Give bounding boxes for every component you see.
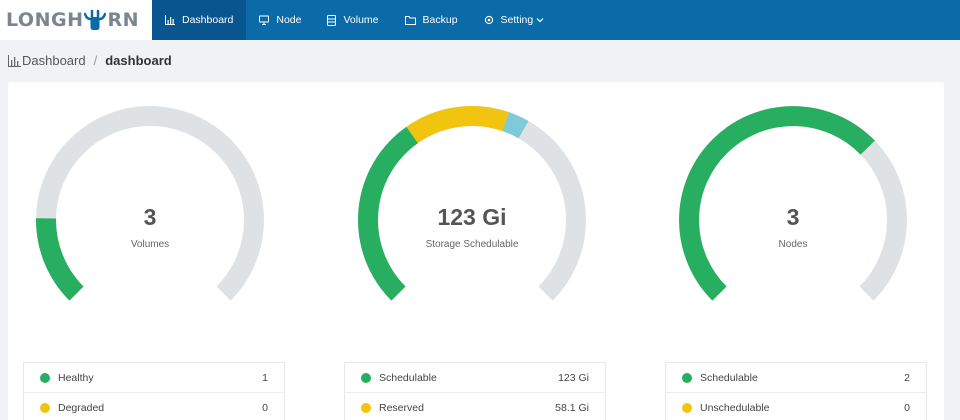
breadcrumb-current: dashboard <box>105 53 172 68</box>
status-dot <box>40 402 50 413</box>
gauge-segment-green <box>358 126 419 301</box>
legend-name: Healthy <box>58 371 94 384</box>
gauge-svg <box>36 106 264 301</box>
legend-row[interactable]: Schedulable 123 Gi <box>345 363 605 393</box>
legend-name: Schedulable <box>700 371 758 384</box>
legend-volumes: Healthy 1 Degraded 0 <box>23 362 285 420</box>
status-dot <box>682 402 692 413</box>
legend-name: Reserved <box>379 401 424 414</box>
gauge-label: Nodes <box>778 239 808 250</box>
nav-node[interactable]: Node <box>246 0 314 40</box>
nav-backup[interactable]: Backup <box>392 0 471 40</box>
database-icon <box>327 14 337 26</box>
gauge-value: 123 Gi <box>437 204 507 230</box>
nav-setting-label: Setting <box>500 14 534 26</box>
dashboard-card: 3 Volumes 123 Gi Storage Schedulable 3 N… <box>8 82 944 420</box>
status-dot <box>361 372 371 383</box>
gauge-value: 3 <box>143 204 157 230</box>
legend-storage: Schedulable 123 Gi Reserved 58.1 Gi <box>344 362 606 420</box>
nav-backup-label: Backup <box>422 14 458 26</box>
gauge-value: 3 <box>786 204 800 230</box>
gauge-volumes[interactable]: 3 Volumes <box>15 100 285 330</box>
gauge-svg <box>358 106 586 301</box>
status-dot <box>682 372 692 383</box>
gear-icon <box>484 15 493 25</box>
nav-node-label: Node <box>276 14 302 26</box>
status-dot <box>40 372 50 383</box>
logo-text-right: RN <box>107 9 140 31</box>
legend-value: 2 <box>904 371 910 384</box>
legend-row[interactable]: Unschedulable 0 <box>666 393 926 420</box>
legend-row[interactable]: Reserved 58.1 Gi <box>345 393 605 420</box>
gauge-label: Volumes <box>130 239 170 250</box>
gauge-segment-green <box>36 218 84 301</box>
nav-dashboard[interactable]: Dashboard <box>152 0 247 40</box>
longhorn-logo[interactable]: LONGH RN <box>0 0 152 40</box>
breadcrumb-separator: / <box>93 53 98 68</box>
top-navbar: LONGH RN Dashboard Node <box>0 0 960 40</box>
bar-chart-icon <box>165 15 175 25</box>
horn-icon <box>84 7 107 33</box>
gauge-segment-yellow <box>406 106 509 144</box>
breadcrumb-root[interactable]: Dashboard <box>22 53 86 68</box>
legend-value: 58.1 Gi <box>555 401 589 414</box>
nav-dashboard-label: Dashboard <box>182 14 234 26</box>
legend-row[interactable]: Degraded 0 <box>24 393 284 420</box>
gauge-label: Storage Schedulable <box>425 239 519 250</box>
legend-row[interactable]: Healthy 1 <box>24 363 284 393</box>
main-nav: Dashboard Node Volume Backup <box>152 0 557 40</box>
bar-chart-icon <box>8 54 21 67</box>
gauge-segment-cyan <box>502 112 529 139</box>
nav-volume-label: Volume <box>343 14 379 26</box>
nav-volume[interactable]: Volume <box>314 0 391 40</box>
status-dot <box>361 402 371 413</box>
legend-name: Unschedulable <box>700 401 770 414</box>
legend-value: 1 <box>262 371 268 384</box>
gauge-segment-green <box>679 106 875 301</box>
legend-value: 0 <box>262 401 268 414</box>
legend-row[interactable]: Schedulable 2 <box>666 363 926 393</box>
legend-nodes: Schedulable 2 Unschedulable 0 <box>665 362 927 420</box>
gauge-storage[interactable]: 123 Gi Storage Schedulable <box>337 100 607 330</box>
legend-name: Degraded <box>58 401 105 414</box>
logo-text-left: LONGH <box>6 9 84 31</box>
monitor-icon <box>259 15 270 25</box>
gauge-nodes[interactable]: 3 Nodes <box>658 100 928 330</box>
chevron-down-icon <box>536 18 544 23</box>
legend-value: 123 Gi <box>558 371 589 384</box>
folder-icon <box>404 16 416 25</box>
legend-value: 0 <box>904 401 910 414</box>
breadcrumb: Dashboard / dashboard <box>8 53 172 68</box>
gauge-svg <box>679 106 907 301</box>
legend-name: Schedulable <box>379 371 437 384</box>
nav-setting[interactable]: Setting <box>471 0 558 40</box>
